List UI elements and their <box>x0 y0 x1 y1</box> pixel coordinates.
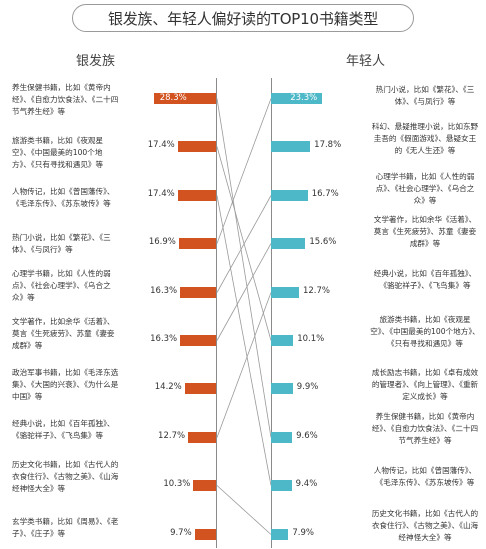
right-bar <box>271 190 308 201</box>
right-category-label: 科幻、悬疑推理小说，比如东野圭吾的《假面游戏》、悬疑女王的《无人生还》等 <box>371 122 479 155</box>
connector-line <box>216 195 272 293</box>
right-bar-value-label: 7.9% <box>292 528 314 538</box>
left-bar-value-label: 28.3% <box>159 93 187 103</box>
right-bar-value-label: 16.7% <box>311 189 339 199</box>
right-bar <box>271 335 294 346</box>
right-bar-value-label: 9.9% <box>296 382 319 392</box>
right-category-label: 文学著作，比如余华《活着》、莫言《生死疲劳》、苏童《妻妾成群》等 <box>373 215 477 248</box>
right-category-label: 旅游类书籍，比如《夜观星空》、《中国最美的100个地方》、《只有寻找和遇见》等 <box>370 315 480 348</box>
left-bar-value-label: 10.3% <box>163 479 191 489</box>
connector-line <box>216 195 272 486</box>
right-bar: 23.3% <box>271 93 323 104</box>
left-category-label: 经典小说，比如《百年孤独》、《骆驼祥子》、《飞鸟集》等 <box>12 419 115 440</box>
left-bar <box>188 432 216 443</box>
right-category-label: 养生保健书籍，比如《黄帝内经》、《自愈力饮食法》、《二十四节气养生经》等 <box>371 412 479 445</box>
connector-line <box>216 146 272 341</box>
left-series-header: 银发族 <box>76 54 116 69</box>
right-bar-value-label: 10.1% <box>297 334 325 344</box>
left-bar <box>194 529 216 540</box>
right-bar <box>271 432 293 443</box>
left-category-label: 人物传记，比如《曾国藩传》、《毛泽东传》、《苏东坡传》等 <box>12 187 115 208</box>
left-bar <box>180 287 216 298</box>
left-category-label: 养生保健书籍，比如《黄帝内经》、《自愈力饮食法》、《二十四节气养生经》等 <box>12 83 119 116</box>
right-bar-value-label: 17.8% <box>314 140 342 150</box>
right-bar-value-label: 9.4% <box>295 479 318 489</box>
right-axis-line <box>271 78 272 548</box>
right-series-header: 年轻人 <box>346 54 386 69</box>
connector-line <box>216 243 272 341</box>
right-bar <box>271 383 293 394</box>
left-bar-value-label: 16.3% <box>150 334 178 344</box>
right-bar <box>271 287 299 298</box>
left-bar-value-label: 14.2% <box>154 382 182 392</box>
left-category-label: 历史文化书籍，比如《古代人的衣食住行》、《古物之美》、《山海经神怪大全》等 <box>12 460 119 493</box>
left-category-label: 玄学类书籍，比如《周易》、《老子》、《庄子》等 <box>12 517 119 538</box>
left-bar <box>180 335 216 346</box>
right-bar-value-label: 9.6% <box>296 431 318 441</box>
left-category-label: 文学著作，比如余华《活着》、莫言《生死疲劳》、苏童《妻妾成群》等 <box>12 317 115 350</box>
connector-line <box>216 98 272 438</box>
right-bar <box>271 141 311 152</box>
right-category-label: 心理学书籍，比如《人性的弱点》、《社会心理学》、《乌合之众》等 <box>375 172 475 205</box>
right-bar-value-label: 12.7% <box>302 286 330 296</box>
left-bar <box>177 190 216 201</box>
left-bar <box>177 141 216 152</box>
connector-line <box>216 485 272 535</box>
right-bar-value-label: 15.6% <box>309 237 337 247</box>
left-category-label: 政治军事书籍，比如《毛泽东选集》、《大国的兴衰》、《为什么是中国》等 <box>12 368 119 401</box>
right-category-label: 热门小说，比如《繁花》、《三体》、《与凤行》等 <box>375 85 475 106</box>
left-bar: 28.3% <box>153 93 216 104</box>
left-bar-value-label: 16.3% <box>150 286 178 296</box>
left-category-label: 心理学书籍，比如《人性的弱点》、《社会心理学》、《乌合之众》等 <box>12 269 111 302</box>
right-bar <box>271 529 289 540</box>
right-bar <box>271 238 306 249</box>
left-bar-value-label: 16.9% <box>148 237 176 247</box>
right-category-label: 成长励志书籍，比如《卓有成效的管理者》、《向上管理》、《重新定义成长》等 <box>371 368 479 401</box>
right-bar <box>271 480 292 491</box>
left-bar-value-label: 9.7% <box>170 528 192 538</box>
right-category-label: 人物传记，比如《曾国藩传》、《毛泽东传》、《苏东坡传》等 <box>373 466 477 487</box>
connector-line <box>216 98 272 244</box>
left-bar-value-label: 17.4% <box>147 189 175 199</box>
left-bar <box>193 480 216 491</box>
right-category-label: 经典小说，比如《百年孤独》、《骆驼祥子》、《飞鸟集》等 <box>373 269 477 290</box>
left-category-label: 热门小说，比如《繁花》、《三体》、《与凤行》等 <box>12 233 111 254</box>
left-bar <box>178 238 216 249</box>
left-bar <box>184 383 216 394</box>
left-category-label: 旅游类书籍，比如《夜观星空》、《中国最美的100个地方》、《只有寻找和遇见》等 <box>12 136 104 169</box>
left-axis-line <box>216 78 217 548</box>
right-category-label: 历史文化书籍，比如《古代人的衣食住行》、《古物之美》、《山海经神怪大全》等 <box>371 509 479 542</box>
left-bar-value-label: 12.7% <box>158 431 186 441</box>
right-bar-value-label: 23.3% <box>290 93 318 103</box>
connector-line <box>216 292 272 438</box>
left-bar-value-label: 17.4% <box>147 140 175 150</box>
chart-title: 银发族、年轻人偏好读的TOP10书籍类型 <box>72 4 414 32</box>
